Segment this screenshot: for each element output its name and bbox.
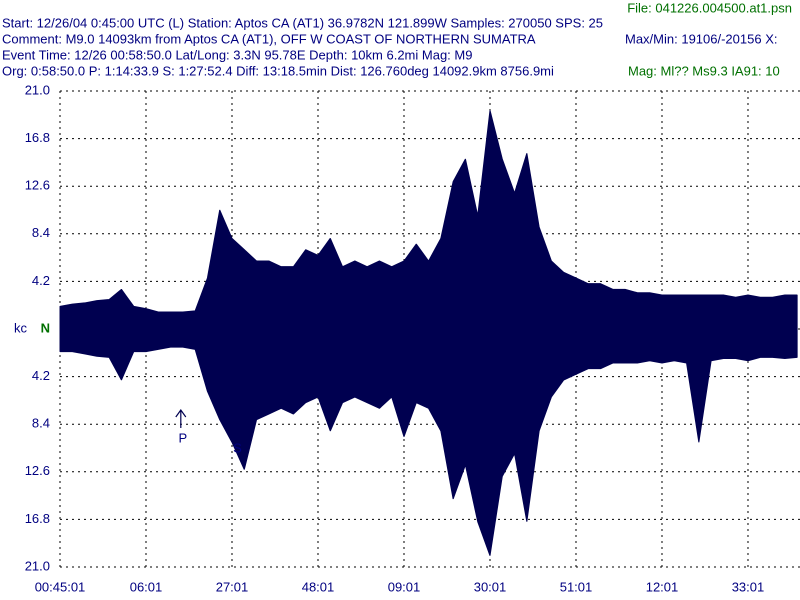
start-info: Start: 12/26/04 0:45:00 UTC (L) Station:… bbox=[2, 15, 603, 30]
phase-label: P bbox=[178, 430, 187, 445]
phase-arrow bbox=[175, 408, 187, 428]
y-axis-label: kc bbox=[14, 320, 28, 335]
comment: Comment: M9.0 14093km from Aptos CA (AT1… bbox=[2, 31, 536, 46]
x-tick-label: 27:01 bbox=[216, 579, 249, 594]
y-tick-label: 21.0 bbox=[25, 82, 50, 97]
x-tick-label: 00:45:01 bbox=[35, 579, 86, 594]
x-tick-label: 30:01 bbox=[474, 579, 507, 594]
waveform-envelope bbox=[59, 110, 798, 556]
phase-arrow bbox=[229, 418, 241, 438]
event-time: Event Time: 12/26 00:58:50.0 Lat/Long: 3… bbox=[2, 47, 472, 62]
max-min: Max/Min: 19106/-20156 X: bbox=[625, 31, 777, 46]
x-tick-label: 06:01 bbox=[130, 579, 163, 594]
y-tick-label: 8.4 bbox=[32, 225, 50, 240]
y-tick-label: N bbox=[41, 320, 50, 335]
x-tick-label: 51:01 bbox=[560, 579, 593, 594]
x-tick-label: 48:01 bbox=[302, 579, 335, 594]
origin-info: Org: 0:58:50.0 P: 1:14:33.9 S: 1:27:52.4… bbox=[2, 63, 554, 78]
x-tick-label: 12:01 bbox=[646, 579, 679, 594]
y-tick-label: 12.6 bbox=[25, 178, 50, 193]
magnitude: Mag: Ml?? Ms9.3 IA91: 10 bbox=[628, 63, 780, 78]
y-tick-label: 4.2 bbox=[32, 273, 50, 288]
phase-label: S bbox=[233, 440, 242, 455]
y-tick-label: 16.8 bbox=[25, 511, 50, 526]
y-tick-label: 8.4 bbox=[32, 416, 50, 431]
y-tick-label: 21.0 bbox=[25, 558, 50, 573]
y-tick-label: 12.6 bbox=[25, 463, 50, 478]
y-tick-label: 4.2 bbox=[32, 368, 50, 383]
file-name: File: 041226.004500.at1.psn bbox=[627, 0, 792, 15]
y-tick-label: 16.8 bbox=[25, 130, 50, 145]
x-tick-label: 33:01 bbox=[732, 579, 765, 594]
x-tick-label: 09:01 bbox=[388, 579, 421, 594]
